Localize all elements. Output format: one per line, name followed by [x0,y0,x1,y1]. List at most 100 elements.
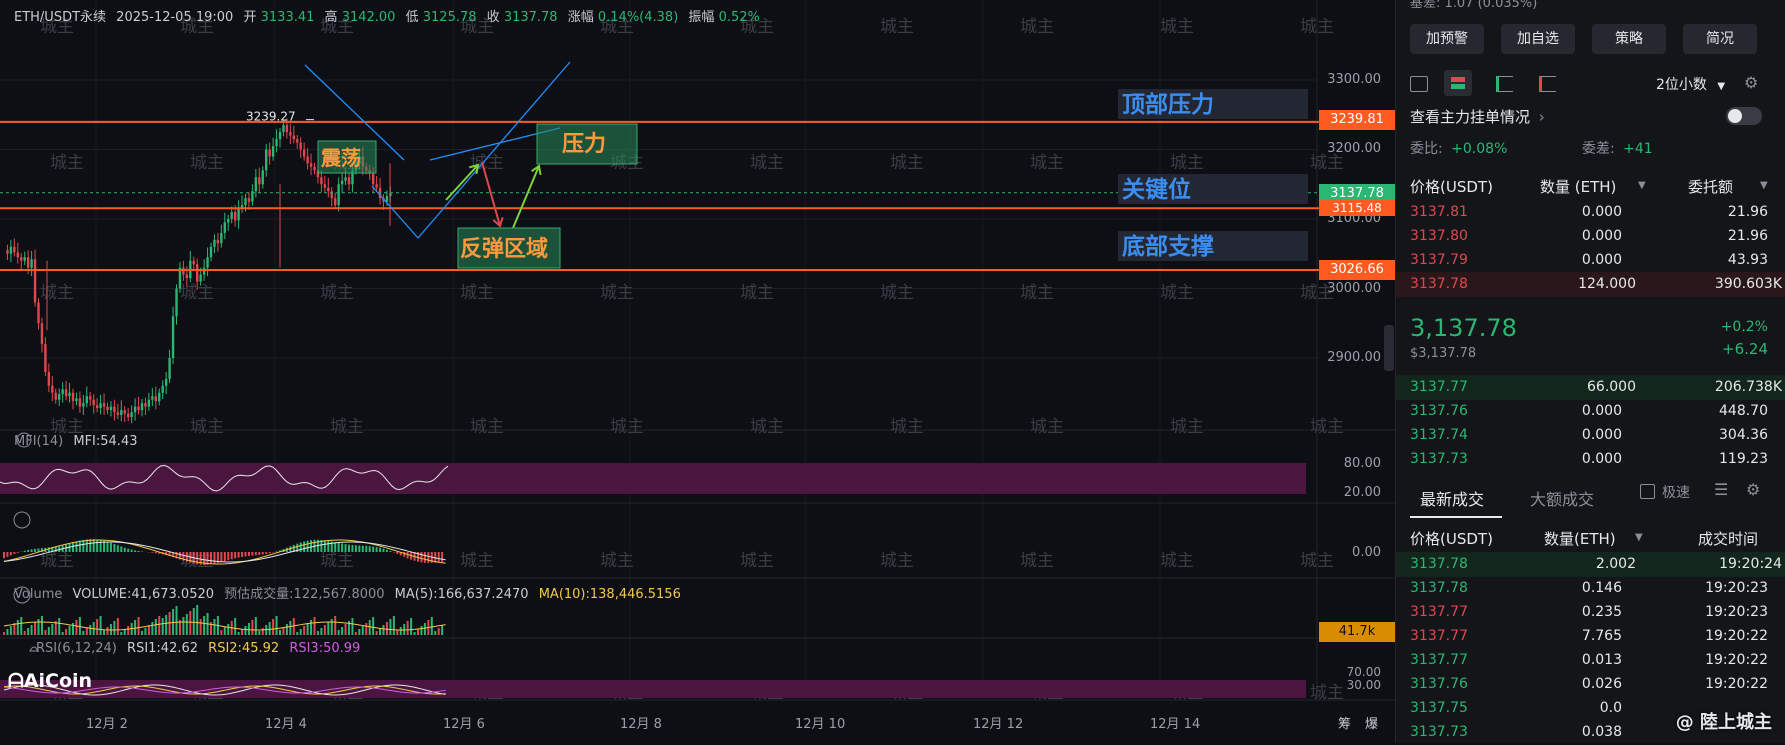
order-qty: 0.000 [1582,427,1622,443]
settings-icon[interactable]: ⚙ [1744,73,1758,92]
candle-body [344,177,346,180]
trades-qty-header[interactable]: 数量(ETH) [1544,528,1616,549]
order-price: 3137.74 [1410,427,1468,443]
trades-time-header: 成交时间 [1698,528,1758,549]
volume-bar [431,617,433,635]
volume-bar [141,631,143,635]
order-ratio: 委比: +0.08% [1410,138,1507,158]
macd-bar [134,550,136,552]
volume-bar [255,617,257,635]
watermark-text: 城主 [750,153,784,173]
volume-name: Volume [14,587,62,602]
chart-area[interactable]: 城主城主城主城主城主城主城主城主城主城主城主城主城主城主城主城主城主城主城主城主… [0,0,1395,743]
volume-bar [393,616,395,635]
filter-icon[interactable]: ☰ [1714,480,1728,499]
candle-body [68,393,70,396]
volume-bar [383,625,385,635]
candle-body [103,403,105,406]
layout-both-icon[interactable] [1410,76,1428,92]
add-watchlist-button[interactable]: 加自选 [1501,24,1575,54]
tab-active-indicator [1410,516,1502,518]
volume-bar [341,627,343,635]
order-qty: 0.000 [1582,403,1622,419]
macd-bar [327,541,329,552]
macd-bar [86,539,88,552]
volume-bar [345,624,347,635]
rsi1-value: RSI1:42.62 [127,641,198,656]
candle-body [175,289,177,317]
trade-qty: 0.013 [1582,652,1622,668]
watermark-text: 城主 [890,417,924,437]
macd-bar [13,552,15,554]
main-orders-link[interactable]: 查看主力挂单情况 › [1410,106,1545,127]
watermark-text: 城主 [880,17,914,37]
watermark-text: 城主 [190,153,224,173]
chips-button[interactable]: 筹 [1338,713,1351,732]
layout-split-icon[interactable] [1444,70,1472,96]
volume-bar [438,628,440,635]
volume-bar [227,624,229,635]
liquidation-button[interactable]: 爆 [1365,713,1378,732]
volume-bar [424,623,426,635]
watermark-text: 城主 [1170,153,1204,173]
macd-bar [117,545,119,552]
layout-bids-icon[interactable] [1496,76,1513,92]
order-price: 3137.81 [1410,204,1468,220]
trade-qty: 0.038 [1582,724,1622,740]
tab-latest-trades[interactable]: 最新成交 [1420,486,1484,510]
candle-body [117,412,119,415]
volume-bar [127,626,129,635]
macd-bar [245,552,247,556]
macd-bar [248,552,250,556]
decimals-select[interactable]: 2位小数 ▼ [1656,74,1725,94]
high-value: 3142.00 [342,10,396,25]
layout-asks-icon[interactable] [1539,76,1556,92]
volume-bar [355,632,357,635]
volume-bar [386,622,388,635]
speed-checkbox[interactable] [1640,484,1655,499]
ob-qty-header[interactable]: 数量 (ETH) [1540,176,1616,197]
settings-icon[interactable]: ⚙ [1746,480,1760,499]
candlestick-chart[interactable]: 城主城主城主城主城主城主城主城主城主城主城主城主城主城主城主城主城主城主城主城主… [0,0,1395,743]
order-price: 3137.78 [1410,276,1468,292]
candle-body [30,259,32,267]
macd-bar [241,552,243,557]
candle-body [296,139,298,142]
volume-bar [324,625,326,635]
main-orders-toggle[interactable] [1726,107,1762,125]
candle-body [337,184,339,205]
trade-price: 3137.75 [1410,700,1468,716]
watermark-text: 城主 [740,551,774,571]
trade-row[interactable]: 3137.73 0.038 [1410,720,1770,745]
macd-bar [110,543,112,552]
volume-bar [276,616,278,635]
volume-bar [75,620,77,635]
volume-bar [258,631,260,635]
tab-large-trades[interactable]: 大额成交 [1530,486,1594,510]
watermark-text: 城主 [1170,417,1204,437]
trade-price: 3137.73 [1410,724,1468,740]
macd-bar [424,552,426,563]
overview-button[interactable]: 简况 [1683,24,1757,54]
diff-value: +41 [1623,141,1653,157]
add-alert-button[interactable]: 加预警 [1410,24,1484,54]
strategy-button[interactable]: 策略 [1592,24,1666,54]
ob-total-header[interactable]: 委托额 [1688,176,1733,197]
candle-body [48,372,50,386]
volume-bar [169,612,171,635]
